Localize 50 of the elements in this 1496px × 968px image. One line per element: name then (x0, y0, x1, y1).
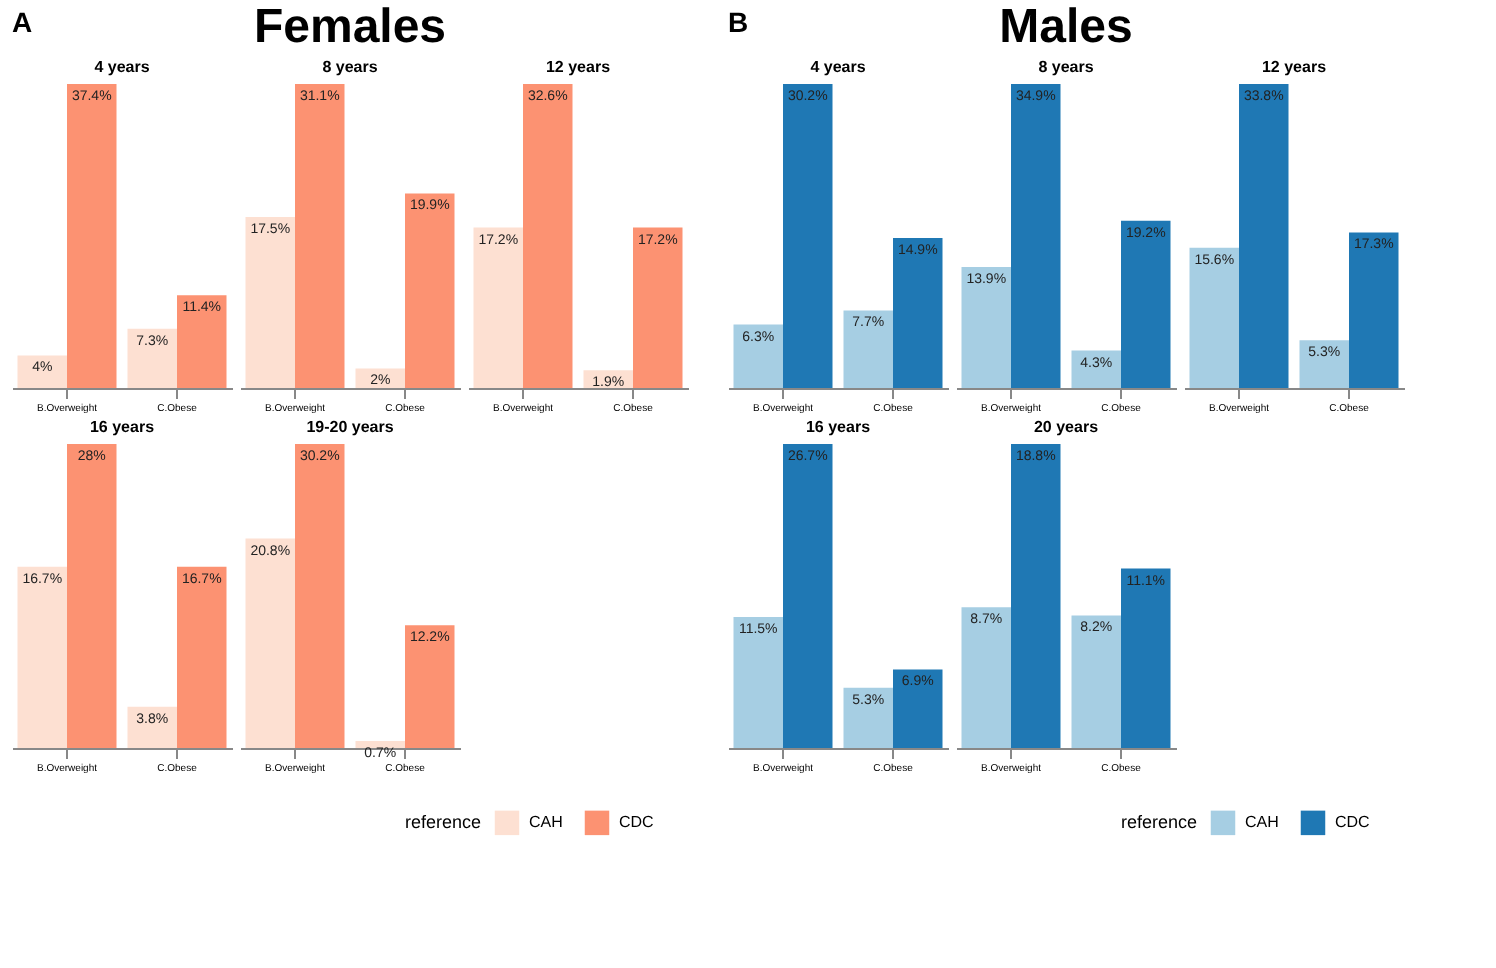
bar (405, 193, 455, 388)
chart-title: 4 years (94, 58, 151, 76)
legend-title: reference (1121, 812, 1198, 832)
chart-title: 19-20 years (306, 418, 395, 436)
bar (893, 669, 943, 748)
text: Females (253, 0, 447, 54)
chart-title: 16 years (805, 418, 872, 436)
bar (295, 444, 345, 748)
legend-label: CDC (1335, 812, 1371, 831)
chart-title: 4 years (810, 58, 867, 76)
bar (961, 607, 1011, 748)
bar (961, 266, 1011, 388)
chart-title: 8 years (322, 58, 379, 76)
bar (1011, 444, 1061, 748)
bar (733, 617, 783, 748)
bar (733, 324, 783, 388)
bar (177, 295, 227, 388)
legend-title: reference (405, 812, 482, 832)
legend-label: CDC (619, 812, 655, 831)
bar (843, 310, 893, 388)
bar (405, 625, 455, 748)
legend-label: CAH (529, 812, 564, 831)
chart-title: 20 years (1033, 418, 1100, 436)
chart-title: 16 years (89, 418, 156, 436)
chart-title: 8 years (1038, 58, 1095, 76)
bar (893, 238, 943, 388)
bar (1071, 615, 1121, 748)
bar (783, 84, 833, 388)
text: A (12, 6, 33, 38)
bar (1011, 84, 1061, 388)
legend-label: CAH (1245, 812, 1280, 831)
bar (67, 84, 117, 388)
bar (843, 687, 893, 748)
bar (783, 444, 833, 748)
text: B (728, 6, 749, 38)
chart-title: 12 years (545, 58, 612, 76)
bar (1299, 340, 1349, 388)
bar (1239, 84, 1289, 388)
bar (1121, 568, 1171, 748)
bar (295, 84, 345, 388)
bar (1349, 232, 1399, 388)
bar (127, 328, 177, 388)
bar (17, 355, 67, 388)
bar (1189, 247, 1239, 388)
chart-title: 12 years (1261, 58, 1328, 76)
bar (355, 740, 405, 748)
bar (245, 538, 295, 748)
bar (1121, 220, 1171, 388)
text: Males (999, 0, 1133, 54)
bar (245, 216, 295, 388)
